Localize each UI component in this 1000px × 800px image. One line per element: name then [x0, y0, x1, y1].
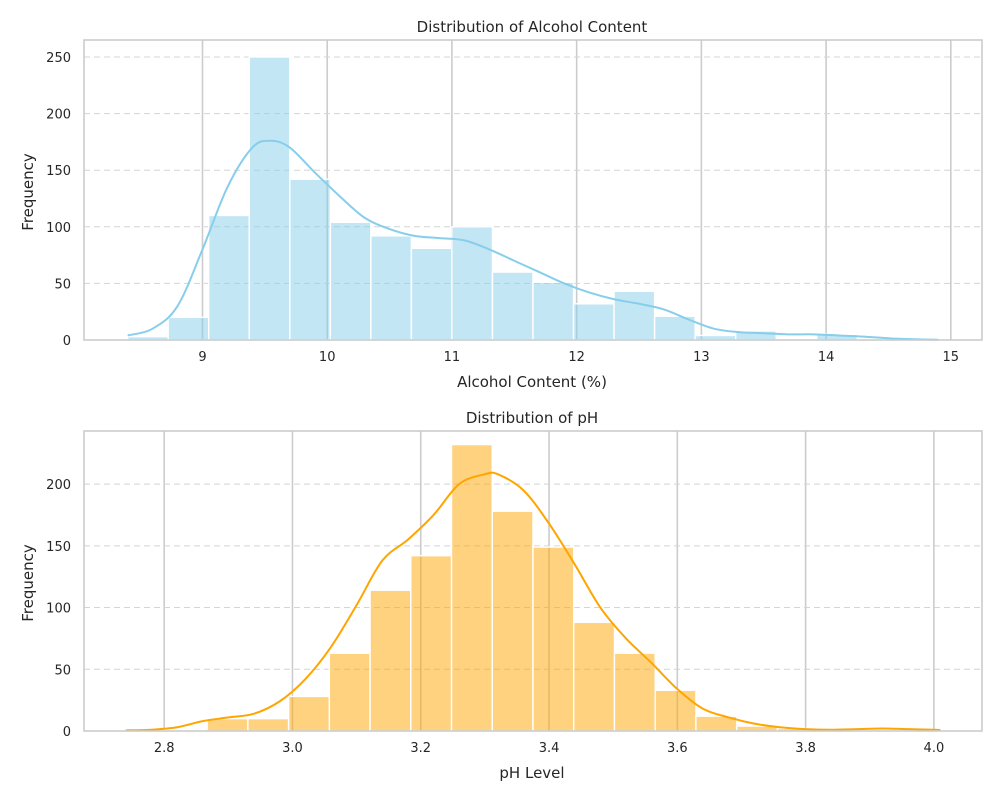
x-tick-label: 2.8 — [154, 741, 175, 756]
x-tick-label: 4.0 — [924, 741, 945, 756]
histogram-bar — [206, 717, 249, 732]
ph-histogram-panel: 2.8 3.0 3.2 3.4 3.6 3.8 4.0 0 50 100 150 200 Distri… — [19, 409, 983, 782]
y-tick-label: 0 — [63, 334, 71, 349]
x-tick-label: 3.6 — [667, 741, 688, 756]
histogram-bar — [369, 589, 412, 732]
histogram-bar — [491, 271, 534, 341]
histogram-bar — [370, 235, 413, 341]
axes-frame — [83, 39, 983, 341]
histogram-bar — [532, 546, 575, 732]
x-axis-label: Alcohol Content (%) — [457, 373, 607, 391]
histogram-bar — [532, 281, 575, 341]
y-tick-label: 100 — [46, 221, 71, 236]
histogram-bar — [329, 221, 372, 341]
chart-title: Distribution of pH — [466, 409, 598, 427]
x-tick-label: 3.8 — [795, 741, 816, 756]
y-tick-label: 150 — [46, 540, 71, 555]
histogram-bar — [287, 695, 331, 732]
x-tick-label: 12 — [568, 350, 585, 365]
histogram-bar — [654, 689, 697, 732]
y-tick-label: 50 — [54, 663, 71, 678]
histogram-bar — [491, 510, 534, 732]
histogram-bar — [451, 226, 494, 341]
histogram-bar — [572, 303, 615, 341]
kde-curve — [125, 471, 941, 732]
histogram-bar — [613, 290, 656, 341]
histogram-bar — [613, 652, 656, 732]
x-tick-label: 14 — [818, 350, 835, 365]
chart-title: Distribution of Alcohol Content — [417, 18, 648, 36]
histogram-bar — [410, 554, 453, 732]
histogram-bar — [328, 652, 371, 732]
x-tick-label: 3.0 — [282, 741, 303, 756]
plot-area: 2.8 3.0 3.2 3.4 3.6 3.8 4.0 0 50 100 150 200 — [46, 430, 983, 756]
x-tick-label: 10 — [319, 350, 336, 365]
x-axis-label: pH Level — [499, 764, 564, 782]
kde-curve — [127, 139, 939, 341]
y-tick-label: 0 — [63, 725, 71, 740]
x-tick-label: 9 — [198, 350, 206, 365]
histogram-bar — [248, 56, 291, 341]
y-tick-label: 200 — [46, 478, 71, 493]
y-tick-label: 250 — [46, 51, 71, 66]
y-tick-label: 200 — [46, 108, 71, 123]
histogram-bar — [208, 214, 250, 341]
histogram-bar — [167, 316, 210, 341]
axes-frame — [83, 430, 983, 732]
y-axis-label: Frequency — [19, 153, 37, 231]
x-tick-label: 13 — [693, 350, 710, 365]
y-tick-label: 150 — [46, 164, 71, 179]
x-tick-label: 15 — [943, 350, 960, 365]
histogram-bar — [247, 717, 290, 732]
x-tick-label: 11 — [444, 350, 461, 365]
histogram-bar — [410, 247, 453, 341]
y-tick-label: 100 — [46, 602, 71, 617]
y-axis-label: Frequency — [19, 544, 37, 622]
x-tick-label: 3.4 — [539, 741, 560, 756]
histogram-bar — [289, 178, 332, 341]
y-tick-label: 50 — [54, 277, 71, 292]
x-tick-label: 3.2 — [410, 741, 431, 756]
histogram-bar — [573, 621, 616, 732]
histogram-bar — [450, 443, 493, 732]
